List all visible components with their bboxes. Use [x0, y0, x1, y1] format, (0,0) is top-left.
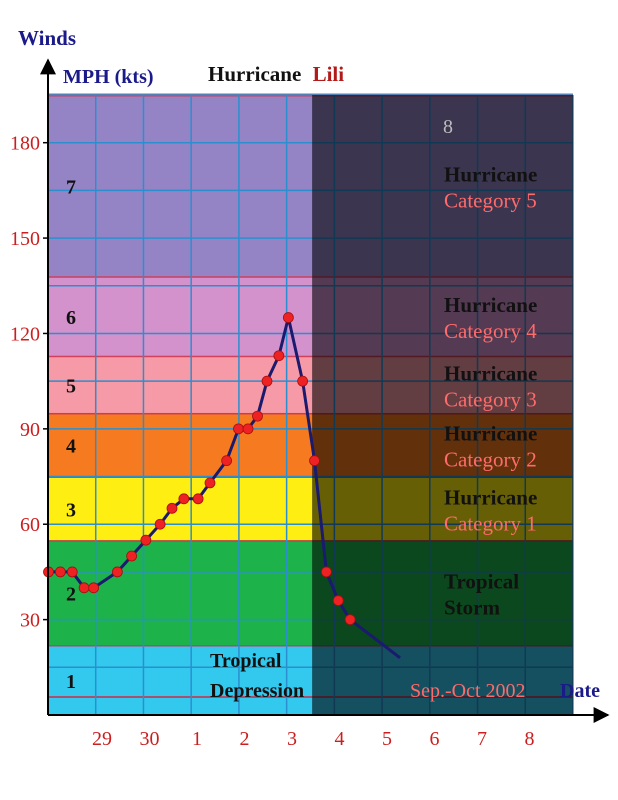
category-label-6-line1: Hurricane	[444, 293, 537, 317]
category-label-6-line2: Category 4	[444, 319, 537, 343]
x-tick-labels: 29 30 1 2 3 4 5 6 7 8	[92, 728, 535, 750]
category-label-4-line1: Hurricane	[444, 422, 537, 446]
data-point	[297, 375, 309, 387]
data-point	[282, 312, 294, 323]
category-label-5-line1: Hurricane	[444, 361, 537, 385]
data-point	[140, 534, 152, 546]
x-axis-title: Date	[560, 680, 600, 702]
chart-title-lili: Lili	[313, 62, 345, 86]
data-point	[261, 375, 273, 387]
category-label-2-line2: Storm	[444, 596, 500, 620]
data-point	[273, 350, 285, 362]
data-point	[54, 566, 66, 578]
data-point	[252, 410, 263, 422]
category-label-7-line2: Category 5	[444, 189, 537, 213]
data-point	[344, 614, 356, 626]
data-point	[166, 502, 178, 514]
category-label-3-line2: Category 1	[444, 511, 537, 535]
data-point	[242, 423, 254, 435]
chart-title: Hurricane Lili	[208, 62, 344, 86]
date-note: Sep.-Oct 2002	[410, 680, 526, 702]
y-tick-label: 180	[10, 133, 40, 155]
y-axis-unit: MPH (kts)	[63, 66, 154, 88]
y-tick-labels: 30 60 90 120 150 180	[10, 133, 48, 632]
data-point	[111, 566, 123, 578]
x-tick-label: 1	[192, 728, 202, 750]
x-tick-label: 7	[477, 728, 487, 750]
category-label-2-line1: Tropical	[444, 570, 519, 594]
data-point	[154, 518, 166, 530]
data-point	[320, 566, 332, 578]
y-tick-label: 60	[20, 514, 40, 536]
data-point	[221, 455, 233, 467]
data-point	[192, 493, 204, 505]
wind-series	[43, 312, 401, 659]
data-point	[178, 493, 190, 505]
band-number-2: 2	[66, 584, 76, 606]
band-number-6: 6	[66, 307, 76, 329]
category-label-7-line1: Hurricane	[444, 163, 537, 187]
category-label-4-line2: Category 2	[444, 448, 537, 472]
data-point	[332, 595, 344, 606]
y-tick-label: 90	[20, 419, 40, 441]
x-tick-label: 3	[287, 728, 297, 750]
forecast-region	[312, 95, 573, 715]
x-tick-label: 4	[335, 728, 345, 750]
category-label-5-line2: Category 3	[444, 387, 537, 411]
band-number-1: 1	[66, 671, 76, 693]
x-tick-label: 2	[240, 728, 250, 750]
x-tick-label: 29	[92, 728, 112, 750]
data-point	[78, 582, 90, 594]
y-tick-label: 120	[10, 323, 40, 345]
category-label-3-line1: Hurricane	[444, 485, 537, 509]
y-axis-title: Winds	[18, 26, 76, 50]
data-point	[88, 582, 100, 594]
chart-title-hurricane: Hurricane	[208, 62, 301, 86]
tropical-depression-label-line2: Depression	[210, 680, 304, 702]
band-number-3: 3	[66, 499, 76, 521]
region-number-8: 8	[443, 116, 453, 138]
data-point	[204, 477, 216, 489]
data-point	[126, 550, 138, 562]
tropical-depression-label-line1: Tropical	[210, 650, 282, 672]
x-tick-label: 5	[382, 728, 392, 750]
x-tick-label: 6	[430, 728, 440, 750]
data-point	[233, 423, 244, 435]
data-point	[309, 455, 320, 467]
y-tick-label: 30	[20, 610, 40, 632]
y-tick-label: 150	[10, 228, 40, 250]
band-number-7: 7	[66, 177, 76, 199]
band-number-5: 5	[66, 375, 76, 397]
band-number-4: 4	[66, 436, 76, 458]
x-tick-label: 8	[525, 728, 535, 750]
x-tick-label: 30	[140, 728, 160, 750]
data-point	[66, 566, 78, 578]
band-numbers: 1 2 3 4 5 6 7	[66, 177, 76, 693]
